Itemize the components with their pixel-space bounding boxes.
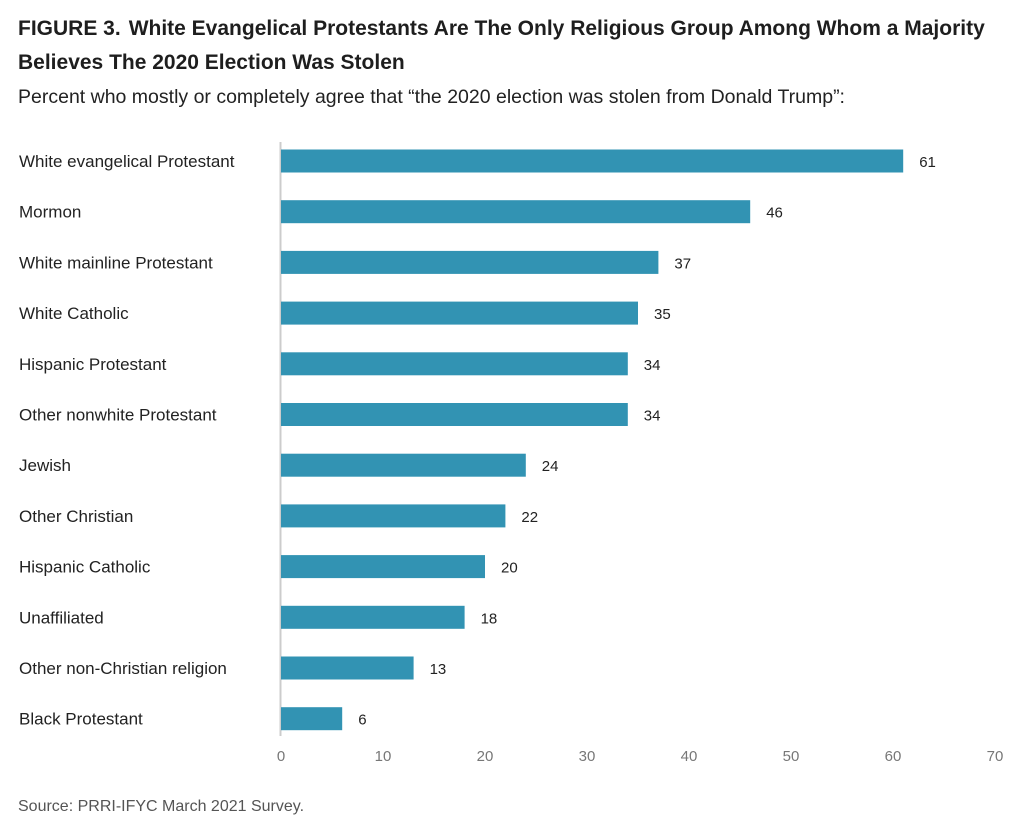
bar	[281, 250, 659, 274]
category-label: Unaffiliated	[19, 608, 104, 627]
data-label: 6	[358, 712, 366, 729]
source-note: Source: PRRI-IFYC March 2021 Survey.	[18, 798, 305, 815]
bar	[281, 707, 343, 731]
category-label: Hispanic Protestant	[19, 355, 167, 374]
x-tick-label: 10	[375, 748, 392, 765]
x-tick-label: 30	[579, 748, 596, 765]
data-label: 46	[766, 205, 783, 222]
category-label: Mormon	[19, 203, 81, 222]
x-tick-label: 70	[987, 748, 1004, 765]
data-label: 20	[501, 560, 518, 577]
bar	[281, 301, 638, 325]
x-tick-label: 20	[477, 748, 494, 765]
category-label: Black Protestant	[19, 710, 143, 729]
category-label: Other Christian	[19, 507, 133, 526]
data-label: 35	[654, 306, 671, 323]
data-label: 61	[919, 154, 936, 171]
x-tick-label: 0	[277, 748, 285, 765]
data-label: 34	[644, 408, 661, 425]
bar	[281, 656, 414, 680]
bar	[281, 200, 751, 224]
bar	[281, 555, 485, 579]
category-label: Other nonwhite Protestant	[19, 406, 217, 425]
bar	[281, 149, 904, 173]
figure-label: FIGURE 3.	[18, 17, 121, 40]
category-label: White evangelical Protestant	[19, 152, 235, 171]
bar	[281, 504, 506, 528]
data-label: 13	[430, 661, 447, 678]
figure-title: White Evangelical Protestants Are The On…	[18, 17, 985, 74]
data-label: 22	[521, 509, 538, 526]
chart-title: FIGURE 3. White Evangelical Protestants A…	[18, 12, 1008, 80]
bar	[281, 453, 526, 477]
data-label: 18	[481, 610, 498, 627]
data-label: 37	[674, 255, 691, 272]
chart-subtitle: Percent who mostly or completely agree t…	[18, 86, 845, 108]
bar	[281, 403, 628, 426]
category-label: Hispanic Catholic	[19, 558, 151, 577]
bar	[281, 352, 628, 376]
x-tick-label: 60	[885, 748, 902, 765]
category-label: White Catholic	[19, 304, 129, 323]
data-label: 24	[542, 458, 559, 475]
category-label: White mainline Protestant	[19, 253, 213, 272]
x-tick-label: 40	[681, 748, 698, 765]
data-label: 34	[644, 357, 661, 374]
category-label: Jewish	[19, 456, 71, 475]
bar	[281, 605, 465, 629]
x-tick-label: 50	[783, 748, 800, 765]
category-label: Other non-Christian religion	[19, 659, 227, 678]
